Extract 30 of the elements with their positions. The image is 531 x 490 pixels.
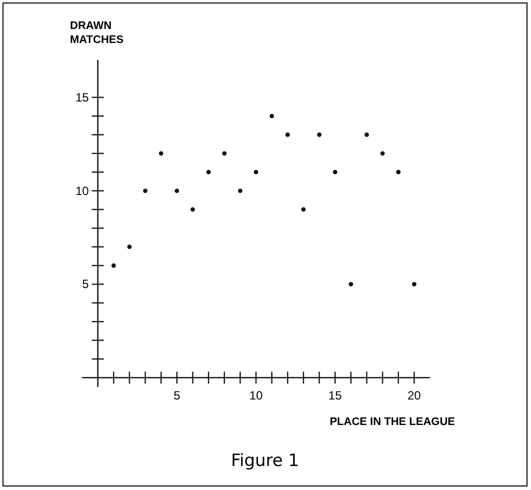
point [348,282,354,286]
x-tick-label: 5 [174,388,181,403]
x-axis-title: PLACE IN THE LEAGUE [330,416,455,428]
y-tick-label: 10 [75,184,90,198]
point [254,170,258,174]
y-axis-title: DRAWN MATCHES [70,20,124,46]
point [364,132,369,137]
point [143,188,148,193]
point [332,170,338,174]
point [380,151,385,156]
point [127,244,132,250]
x-tick-label: 15 [328,388,342,403]
point [412,282,416,286]
caption: Figure 1 [230,451,300,471]
point [317,132,322,137]
point [270,114,274,118]
point [396,170,401,174]
point [190,207,195,212]
point [158,151,164,156]
point [285,132,290,137]
point [111,263,116,268]
point [206,170,211,174]
point [238,188,242,193]
x-tick-label: 10 [249,388,263,403]
point [301,207,306,212]
x-tick-label: 20 [408,388,422,403]
point [222,151,227,156]
point [174,188,180,193]
y-tick-label: 5 [82,277,90,292]
y-tick-label: 15 [75,90,90,104]
